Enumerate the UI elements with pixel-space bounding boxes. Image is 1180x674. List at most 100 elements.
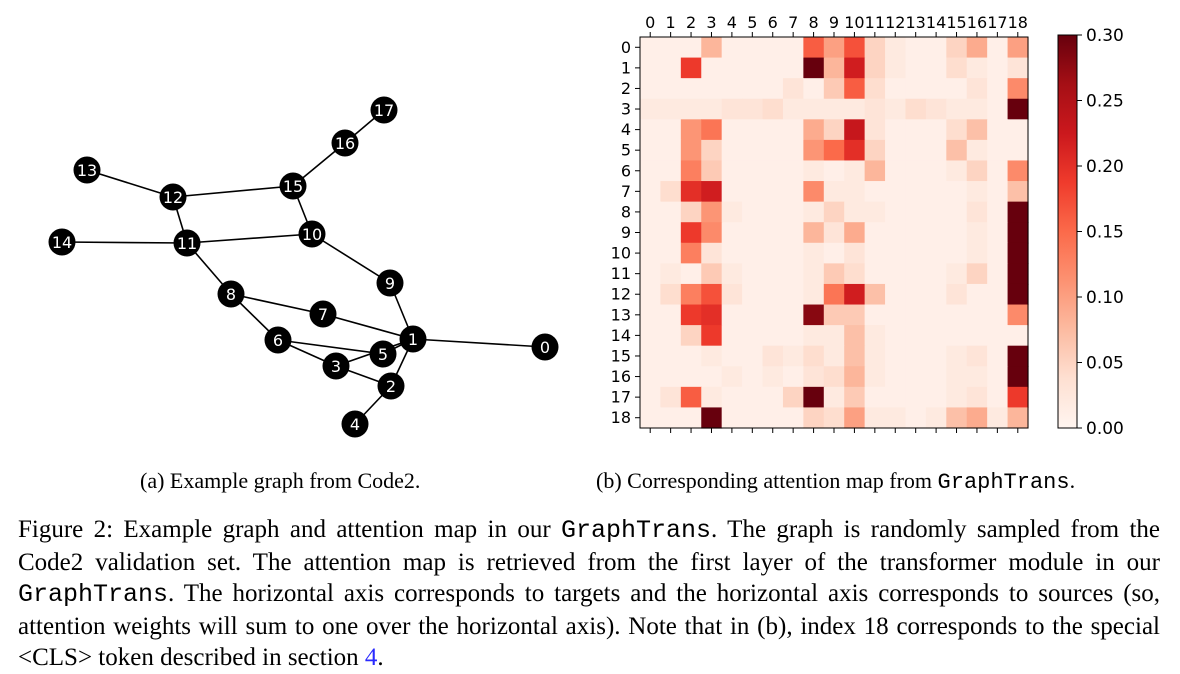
heatmap-cell [905,78,927,100]
graph-edge [311,233,391,284]
heatmap-cell [966,160,988,182]
heatmap-cell [640,160,662,182]
heatmap-cell [721,325,743,347]
heatmap-cell [803,78,825,100]
heatmap-cell [1007,222,1029,244]
heatmap-cell [1007,181,1029,203]
heatmap-cell [925,119,947,141]
heatmap-cell [885,366,907,388]
heatmap-cell [803,345,825,367]
heatmap-cell [680,98,702,120]
heatmap-cell [885,98,907,120]
heatmap-cell [1007,78,1029,100]
heatmap-cell [966,57,988,79]
heatmap-cell [823,283,845,306]
graph-node-label: 17 [374,101,394,120]
graph-node: 14 [48,228,76,256]
heatmap-cell [782,407,804,429]
heatmap-cell [885,407,907,429]
graph-node: 4 [341,410,369,438]
y-tick-label: 2 [621,79,631,98]
heatmap-cell [640,222,662,244]
heatmap-cell [823,98,845,120]
heatmap-cell [966,345,988,367]
heatmap-cell [742,98,764,120]
heatmap-cell [864,119,886,141]
graph-edge [186,233,313,244]
heatmap-cell [966,98,988,120]
y-tick-label: 10 [611,244,631,263]
y-tick-label: 13 [611,305,631,324]
heatmap-cell [742,366,764,388]
heatmap-cell [905,283,927,306]
graph-node-circle [531,333,559,361]
heatmap-cell [864,160,886,182]
heatmap-cell [823,222,845,244]
heatmap-cell [701,242,723,264]
heatmap-cell [660,78,682,100]
heatmap-cell [803,242,825,264]
heatmap-cell [680,160,702,182]
heatmap-cell [721,160,743,182]
figure-caption-part1: Figure 2: Example graph and attention ma… [18,516,561,543]
graph-node-circle [264,326,292,354]
heatmap-cell [844,283,866,306]
graph-node-label: 9 [385,274,395,293]
heatmap-cell [721,119,743,141]
heatmap-cell [987,345,1009,367]
heatmap-cell [721,139,743,162]
heatmap-cell [680,37,702,59]
heatmap-cell [742,304,764,326]
graph-node-circle [73,156,101,184]
heatmap-cell [640,201,662,223]
graph-node: 9 [376,269,404,297]
heatmap-cell [1007,139,1029,162]
heatmap-cell [680,222,702,244]
colorbar-tick-label: 0.05 [1086,354,1124,374]
heatmap-cell [905,304,927,326]
heatmap-cell [660,57,682,79]
heatmap-cell [864,242,886,264]
heatmap-cell [803,263,825,285]
heatmap-cell [782,366,804,388]
heatmap-cell [823,263,845,285]
heatmap-cell [946,242,968,264]
heatmap-cell [701,98,723,120]
heatmap-cell [946,222,968,244]
section-reference-link[interactable]: 4 [364,644,378,671]
heatmap-cell [762,98,784,120]
heatmap-cell [925,407,947,429]
graph-node-circle [377,372,405,400]
heatmap-cell [946,57,968,79]
y-tick-label: 5 [621,141,631,160]
heatmap-cell [864,78,886,100]
heatmap-cell [823,407,845,429]
heatmap-cell [680,386,702,409]
graph-node: 13 [73,156,101,184]
heatmap-cell [762,139,784,162]
heatmap-cell [782,386,804,409]
heatmap-cell [742,407,764,429]
heatmap-cell [762,304,784,326]
heatmap-cell [680,345,702,367]
heatmap-cell [742,160,764,182]
heatmap-cell [864,263,886,285]
heatmap-cell [640,98,662,120]
heatmap-cell [823,325,845,347]
heatmap-cell [885,283,907,306]
heatmap-cell [640,386,662,409]
heatmap-cell [905,366,927,388]
heatmap-cell [721,222,743,244]
heatmap-cell [946,160,968,182]
graph-node-label: 10 [302,225,322,244]
y-tick-label: 9 [621,223,631,242]
heatmap-cell [966,119,988,141]
heatmap-cell [966,325,988,347]
heatmap-cell [803,181,825,203]
y-tick-label: 11 [611,264,631,283]
heatmap-cell [844,201,866,223]
heatmap-cell [742,119,764,141]
heatmap-cell [905,386,927,409]
heatmap-cell [640,304,662,326]
heatmap-cell [742,242,764,264]
